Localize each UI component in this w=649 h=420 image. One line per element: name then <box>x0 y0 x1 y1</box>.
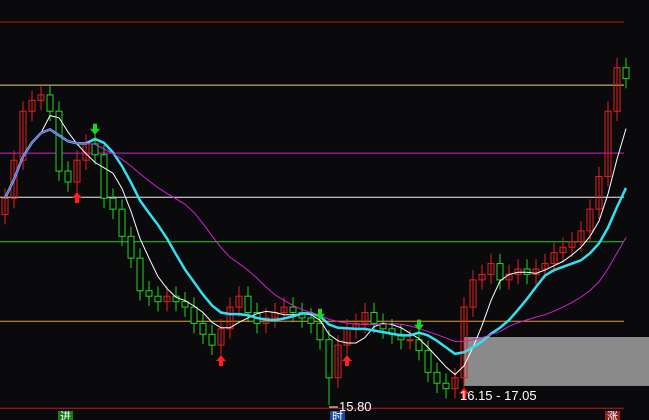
ma10-line <box>3 127 628 356</box>
candle-body <box>604 110 612 178</box>
candle-body <box>73 159 81 183</box>
candle-body <box>622 67 630 80</box>
candle-body <box>595 176 603 210</box>
up-arrow-icon <box>459 387 469 399</box>
candle-body <box>478 273 486 281</box>
candle-body <box>28 99 36 112</box>
candle-body <box>442 382 450 390</box>
candle-body <box>334 344 342 379</box>
candle-body <box>235 295 243 308</box>
candle-body <box>109 197 117 210</box>
range-label: 16.15 - 17.05 <box>460 388 537 403</box>
candle-body <box>451 377 459 390</box>
range-box <box>464 337 649 386</box>
down-arrow-icon <box>315 308 325 320</box>
candle-body <box>154 295 162 303</box>
bottom-tag-2[interactable]: 时 <box>330 411 345 420</box>
candle-body <box>181 301 189 308</box>
candle-body <box>307 317 315 324</box>
candle-body <box>244 295 252 314</box>
candle-body <box>289 306 297 314</box>
candle-body <box>550 252 558 265</box>
bottom-tag-1[interactable]: 进 <box>58 411 73 420</box>
candle-body <box>19 110 27 161</box>
candle-body <box>190 306 198 324</box>
down-arrow-icon <box>414 319 424 331</box>
candle-body <box>370 312 378 324</box>
candle-body <box>118 208 126 237</box>
candle-body <box>316 322 324 341</box>
candle-body <box>325 339 333 379</box>
candle-body <box>280 306 288 314</box>
candle-body <box>172 295 180 303</box>
candle-body <box>487 263 495 275</box>
candle-body <box>541 263 549 270</box>
candle-body <box>496 263 504 281</box>
candle-body <box>37 94 45 101</box>
candle-body <box>532 268 540 275</box>
up-arrow-icon <box>72 191 82 203</box>
candle-body <box>226 306 234 330</box>
ma5-line <box>4 115 627 376</box>
candle-body <box>55 110 63 172</box>
candle-body <box>577 230 585 243</box>
up-arrow-icon <box>342 355 352 367</box>
candle-body <box>568 241 576 248</box>
low-price-label: 15.80 <box>339 399 372 414</box>
bottom-tag-3[interactable]: 涨 <box>605 411 620 420</box>
candle-body <box>523 268 531 275</box>
candle-body <box>559 246 567 254</box>
candle-body <box>217 328 225 346</box>
candle-body <box>514 268 522 275</box>
candle-body <box>415 339 423 352</box>
candle-body <box>46 94 54 112</box>
candle-body <box>127 235 135 259</box>
candle-body <box>460 306 468 379</box>
candle-body <box>613 67 621 112</box>
candle-body <box>586 208 594 232</box>
candle-body <box>406 339 414 342</box>
candle-body <box>208 333 216 346</box>
candle-body <box>10 159 18 199</box>
candle-body <box>136 257 144 292</box>
candle-body <box>433 371 441 384</box>
up-arrow-icon <box>216 355 226 367</box>
candle-body <box>100 154 108 199</box>
candle-body <box>199 322 207 335</box>
candle-body <box>361 312 369 324</box>
candle-body <box>163 295 171 303</box>
candle-body <box>64 170 72 183</box>
down-arrow-icon <box>90 123 100 135</box>
candle-body <box>145 290 153 297</box>
candle-body <box>424 350 432 373</box>
ma20-line <box>4 128 627 342</box>
candle-body <box>469 279 477 308</box>
